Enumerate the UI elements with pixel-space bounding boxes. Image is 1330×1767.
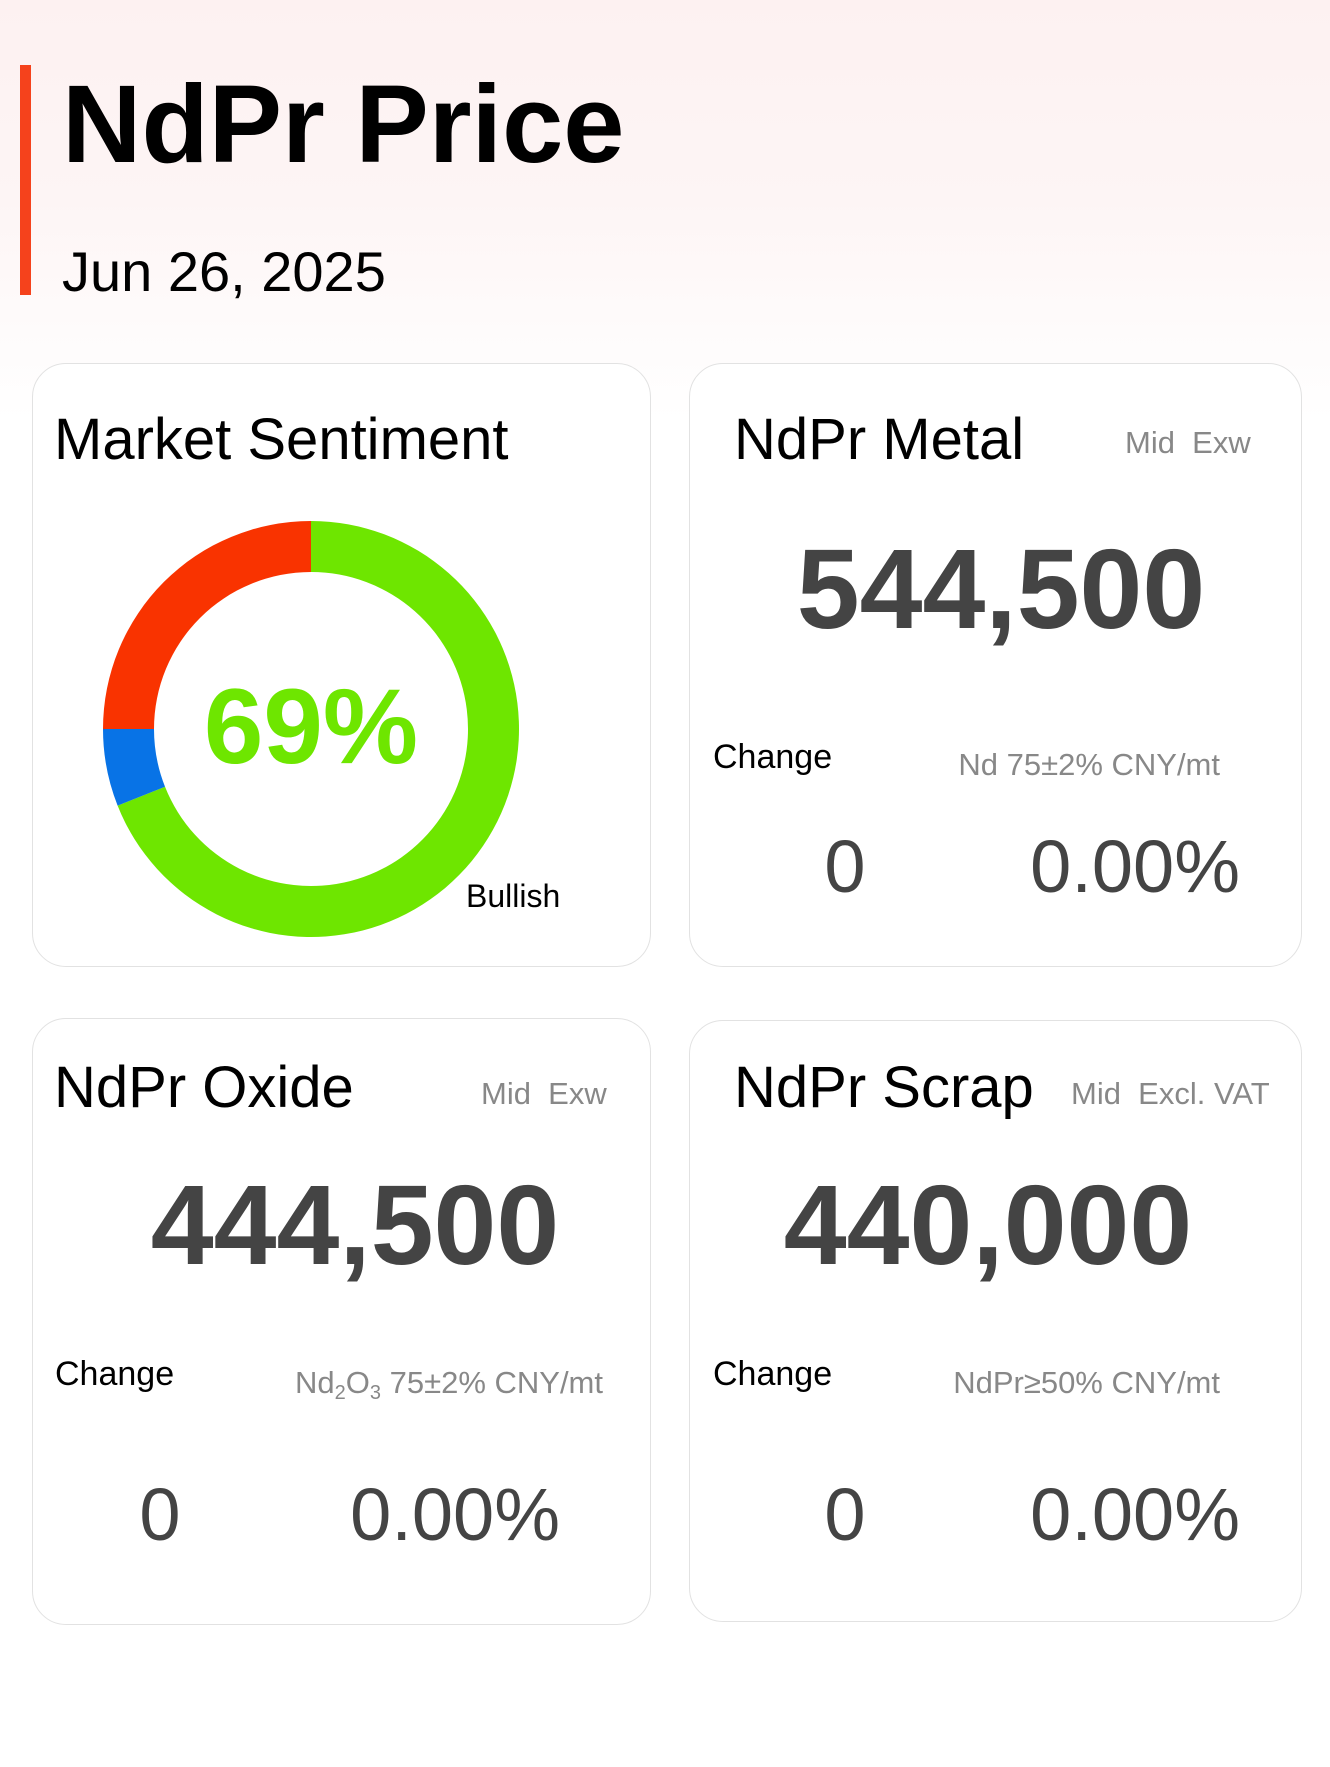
page-date: Jun 26, 2025 [62,240,386,303]
metal-tag: Mid Exw [1125,425,1251,460]
oxide-spec: Nd2O3 75±2% CNY/mt [294,1365,603,1404]
metal-change: 0 [824,825,866,908]
donut-slice-1 [103,729,166,806]
accent-bar [20,65,31,295]
oxide-title: NdPr Oxide [54,1055,354,1120]
donut-slice-2 [103,521,311,729]
metal-change-label: Change [713,738,833,776]
oxide-change: 0 [139,1473,181,1556]
metal-change-pct: 0.00% [1030,825,1240,908]
metal-spec: Nd 75±2% CNY/mt [958,747,1220,782]
scrap-spec: NdPr≥50% CNY/mt [953,1365,1220,1400]
metal-price: 544,500 [796,526,1206,652]
scrap-change-pct: 0.00% [1030,1473,1240,1556]
oxide-change-label: Change [55,1355,175,1393]
oxide-change-pct: 0.00% [350,1473,560,1556]
scrap-title: NdPr Scrap [734,1055,1034,1120]
oxide-tag: Mid Exw [481,1076,607,1111]
scrap-change: 0 [824,1473,866,1556]
ndpr-oxide-card [32,1018,651,1625]
scrap-tag: Mid Excl. VAT [1071,1076,1270,1111]
metal-title: NdPr Metal [734,407,1025,472]
scrap-price: 440,000 [783,1162,1193,1288]
page-title: NdPr Price [62,63,625,186]
scrap-change-label: Change [713,1355,833,1393]
ndpr-metal-card [689,363,1302,967]
sentiment-label: Bullish [466,878,561,914]
sentiment-percent: 69% [203,666,419,786]
ndpr-scrap-card [689,1020,1302,1622]
oxide-price: 444,500 [150,1162,560,1288]
sentiment-title: Market Sentiment [54,407,509,472]
